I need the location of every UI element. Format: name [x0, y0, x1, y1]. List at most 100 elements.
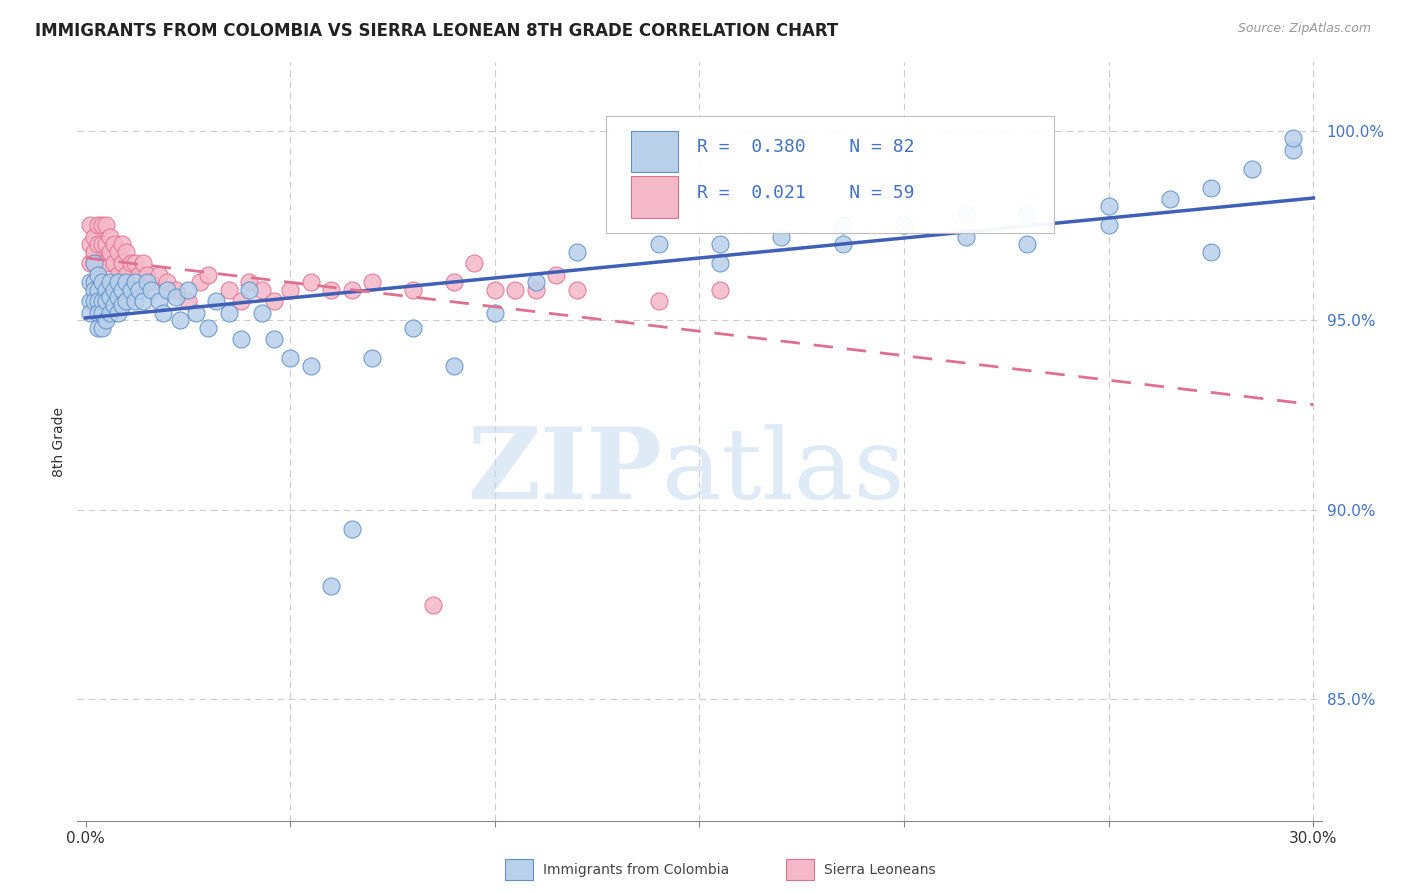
Point [250, 283, 273, 297]
Point [484, 305, 506, 319]
Point [94, 256, 117, 270]
Point [443, 275, 465, 289]
Point [128, 268, 150, 282]
Point [124, 256, 146, 270]
Point [87, 320, 110, 334]
Point [90, 275, 112, 289]
Point [128, 283, 150, 297]
Point [250, 305, 273, 319]
Point [1098, 199, 1121, 213]
Point [402, 283, 425, 297]
Point [107, 305, 129, 319]
Point [831, 219, 853, 233]
Point [94, 219, 117, 233]
Point [98, 290, 121, 304]
Point [709, 237, 731, 252]
Point [135, 268, 157, 282]
Point [156, 283, 179, 297]
Text: Sierra Leoneans: Sierra Leoneans [824, 863, 935, 877]
Point [463, 256, 485, 270]
Point [83, 256, 105, 270]
Point [98, 305, 121, 319]
Point [148, 294, 170, 309]
Point [1241, 161, 1264, 176]
Point [546, 268, 568, 282]
Point [103, 256, 125, 270]
Point [422, 598, 444, 612]
Point [1282, 143, 1305, 157]
Point [103, 298, 125, 312]
Point [709, 256, 731, 270]
Point [79, 237, 101, 252]
Point [955, 229, 977, 244]
Point [156, 275, 179, 289]
Point [1015, 237, 1038, 252]
FancyBboxPatch shape [606, 115, 1054, 233]
Point [218, 305, 240, 319]
Point [120, 283, 142, 297]
Point [524, 283, 547, 297]
Point [79, 219, 101, 233]
Text: atlas: atlas [662, 424, 905, 520]
Point [83, 294, 105, 309]
Point [148, 268, 170, 282]
Point [169, 313, 191, 327]
Point [115, 244, 138, 259]
Point [177, 294, 200, 309]
Point [79, 275, 101, 289]
Point [443, 359, 465, 373]
Point [503, 283, 526, 297]
Point [90, 256, 112, 270]
Text: Source: ZipAtlas.com: Source: ZipAtlas.com [1237, 22, 1371, 36]
Point [115, 275, 138, 289]
Point [124, 275, 146, 289]
Point [299, 359, 322, 373]
Point [87, 256, 110, 270]
Point [83, 244, 105, 259]
Point [90, 237, 112, 252]
Text: R =  0.380    N = 82: R = 0.380 N = 82 [697, 138, 914, 156]
Point [139, 275, 162, 289]
Point [229, 332, 252, 346]
Point [87, 294, 110, 309]
Bar [631, 176, 678, 218]
Bar [631, 130, 678, 172]
Point [647, 237, 669, 252]
Point [319, 578, 342, 592]
Point [120, 256, 142, 270]
Point [103, 237, 125, 252]
Point [238, 275, 260, 289]
Point [1199, 244, 1222, 259]
Point [79, 305, 101, 319]
Point [893, 219, 915, 233]
Point [90, 294, 112, 309]
Point [90, 219, 112, 233]
Point [94, 237, 117, 252]
Point [87, 219, 110, 233]
Point [361, 351, 384, 365]
Point [107, 268, 129, 282]
Point [107, 244, 129, 259]
Point [79, 256, 101, 270]
Point [319, 283, 342, 297]
Point [124, 294, 146, 309]
Point [111, 283, 134, 297]
Point [1282, 131, 1305, 145]
Y-axis label: 8th Grade: 8th Grade [52, 407, 66, 476]
Point [1098, 219, 1121, 233]
Point [177, 283, 200, 297]
Point [263, 332, 285, 346]
Point [188, 275, 211, 289]
Point [139, 283, 162, 297]
Point [98, 275, 121, 289]
Point [484, 283, 506, 297]
Point [1015, 207, 1038, 221]
Point [831, 237, 853, 252]
Point [79, 294, 101, 309]
Point [94, 313, 117, 327]
Point [955, 207, 977, 221]
Point [361, 275, 384, 289]
Point [94, 283, 117, 297]
Point [278, 351, 301, 365]
Point [152, 305, 174, 319]
